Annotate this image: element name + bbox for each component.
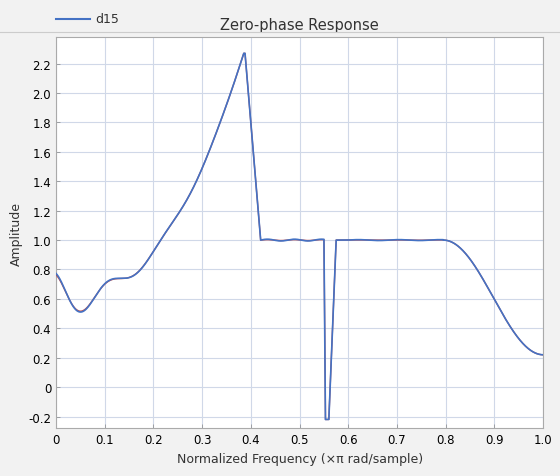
X-axis label: Normalized Frequency (×π rad/sample): Normalized Frequency (×π rad/sample): [176, 452, 423, 465]
Title: Zero-phase Response: Zero-phase Response: [220, 18, 379, 33]
Y-axis label: Amplitude: Amplitude: [10, 201, 22, 265]
Text: d15: d15: [95, 13, 119, 26]
